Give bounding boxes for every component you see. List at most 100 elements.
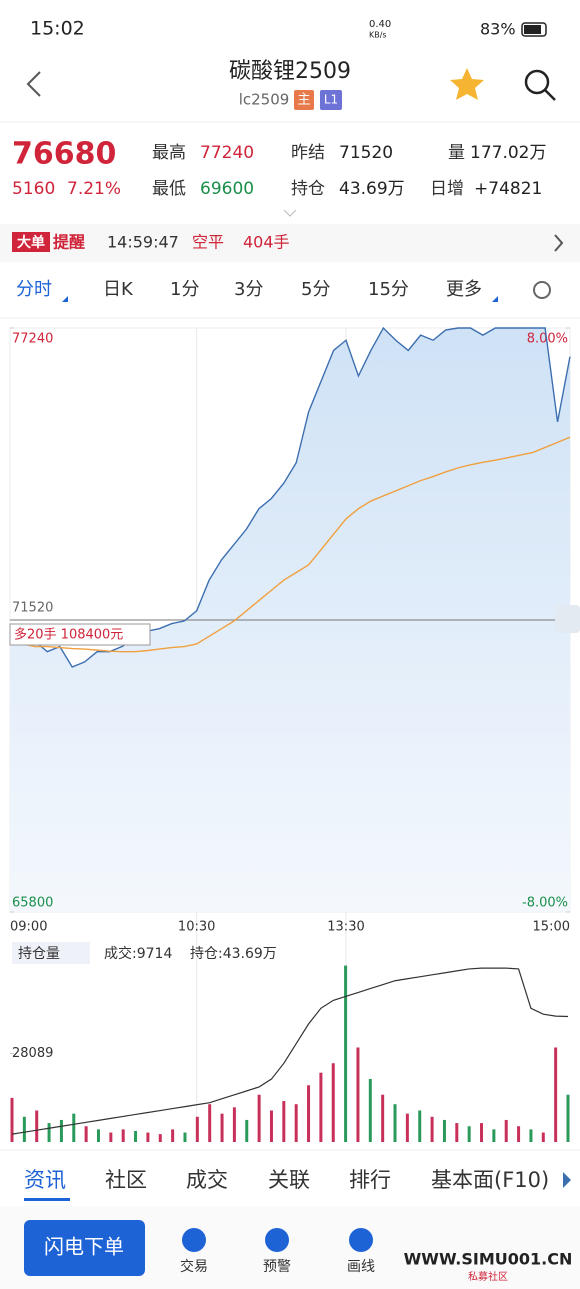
back-button[interactable] (26, 71, 41, 97)
quote-label: 持仓 (291, 179, 325, 199)
bottom-tab[interactable]: 关联 (268, 1168, 310, 1192)
quote-value: 177.02万 (470, 143, 546, 163)
volume-bar (566, 1094, 570, 1142)
volume-bar (232, 1107, 236, 1142)
period-tab[interactable]: 日K (103, 279, 134, 300)
volume-bar (554, 1047, 558, 1142)
volume-bar (307, 1085, 311, 1142)
tab-underline (24, 1198, 70, 1201)
volume-bar (282, 1101, 286, 1142)
tab-indicator (492, 296, 498, 302)
volume-bar (492, 1129, 496, 1142)
period-tab[interactable]: 3分 (234, 279, 263, 300)
quote-value: 77240 (200, 143, 254, 163)
crosshair-label: 多20手 108400元 (14, 627, 123, 643)
volume-bar (158, 1134, 162, 1142)
open-interest-stat: 持仓:43.69万 (190, 946, 277, 962)
main-badge-text: 主 (297, 93, 310, 108)
favorite-star[interactable] (450, 68, 484, 100)
volume-bar (47, 1123, 51, 1142)
x-tick-label: 13:30 (327, 920, 364, 935)
alert-bar[interactable] (0, 224, 580, 262)
open-interest-line (11, 967, 569, 1135)
crosshair-box (9, 623, 151, 646)
search-button[interactable] (524, 69, 550, 95)
volume-stat: 成交:9714 (104, 945, 172, 962)
period-tab[interactable]: 5分 (301, 279, 330, 300)
alert-arrow (554, 234, 564, 252)
volume-bar (22, 1116, 26, 1142)
y-tick-label: 65800 (12, 896, 53, 911)
tab-scroll[interactable] (563, 1172, 571, 1188)
expand-arrow[interactable] (283, 209, 297, 217)
price-line (9, 326, 571, 668)
x-tick-label: 10:30 (178, 920, 215, 935)
volume-bar (96, 1129, 100, 1142)
average-line (9, 436, 571, 653)
y-tick-label: 28089 (12, 1046, 53, 1061)
toolbar-icon[interactable] (349, 1228, 373, 1252)
volume-bar (257, 1094, 261, 1142)
volume-bar (455, 1123, 459, 1142)
volume-selector-text: 持仓量 (18, 946, 60, 962)
bottom-tab[interactable]: 资讯 (24, 1168, 66, 1192)
bottom-tab[interactable]: 基本面(F10) (431, 1168, 549, 1192)
status-time: 15:02 (30, 18, 85, 40)
volume-bar (171, 1129, 175, 1142)
quote-label: 量 (448, 143, 465, 163)
watermark-name: 私募社区 (468, 1270, 508, 1283)
volume-bar (109, 1132, 113, 1142)
volume-bar (344, 965, 348, 1142)
flash-order-text: 闪电下单 (44, 1235, 124, 1259)
toolbar-label[interactable]: 画线 (347, 1259, 375, 1275)
period-tab[interactable]: 更多 (446, 279, 482, 300)
alert-tag-text: 提醒 (53, 233, 85, 252)
volume-bar (84, 1126, 88, 1142)
net-unit: KB/s (369, 31, 387, 40)
settings-button[interactable] (533, 281, 551, 299)
flash-order-button[interactable] (24, 1220, 145, 1276)
price-change-pct: 7.21% (67, 179, 121, 199)
period-tab[interactable]: 15分 (368, 279, 409, 300)
search-handle (544, 89, 556, 101)
period-tab[interactable]: 1分 (170, 279, 199, 300)
toolbar-icon[interactable] (265, 1228, 289, 1252)
period-tab[interactable]: 分时 (16, 279, 52, 300)
volume-bar (59, 1119, 63, 1142)
volume-bar (72, 1113, 76, 1142)
volume-bar (430, 1116, 434, 1142)
bottom-tab[interactable]: 排行 (349, 1168, 391, 1192)
volume-bar (517, 1126, 521, 1142)
level-badge (320, 90, 342, 110)
quote-label: 日增 (430, 179, 464, 199)
volume-bar (504, 1119, 508, 1142)
contract-title: 碳酸锂2509 (229, 59, 351, 84)
volume-bar (541, 1132, 545, 1142)
alert-time: 14:59:47 (107, 233, 179, 252)
battery-fill (524, 25, 541, 34)
volume-selector[interactable] (12, 942, 90, 964)
y-tick-label: 71520 (12, 601, 53, 616)
bottom-tab[interactable]: 社区 (105, 1168, 147, 1192)
quote-value: 71520 (339, 143, 393, 163)
y-tick-label: 77240 (12, 332, 53, 347)
bottom-tab[interactable]: 成交 (186, 1168, 228, 1192)
battery-icon (521, 22, 547, 37)
volume-bar (195, 1116, 199, 1142)
volume-bar (294, 1104, 298, 1142)
side-handle[interactable] (555, 605, 580, 633)
tab-indicator (62, 296, 68, 302)
toolbar-label[interactable]: 预警 (263, 1259, 291, 1275)
volume-bar (245, 1119, 249, 1142)
volume-bar (467, 1126, 471, 1142)
alert-action: 空平 (192, 233, 224, 252)
quote-value: +74821 (474, 179, 542, 199)
alert-amount: 404手 (243, 233, 290, 252)
watermark-url: WWW.SIMU001.CN (404, 1250, 573, 1269)
x-tick-label: 09:00 (10, 920, 47, 935)
quote-label: 最高 (152, 143, 186, 163)
volume-bar (10, 1097, 14, 1142)
net-speed: 0.40 (369, 19, 391, 30)
toolbar-label[interactable]: 交易 (180, 1258, 208, 1275)
toolbar-icon[interactable] (182, 1228, 206, 1252)
